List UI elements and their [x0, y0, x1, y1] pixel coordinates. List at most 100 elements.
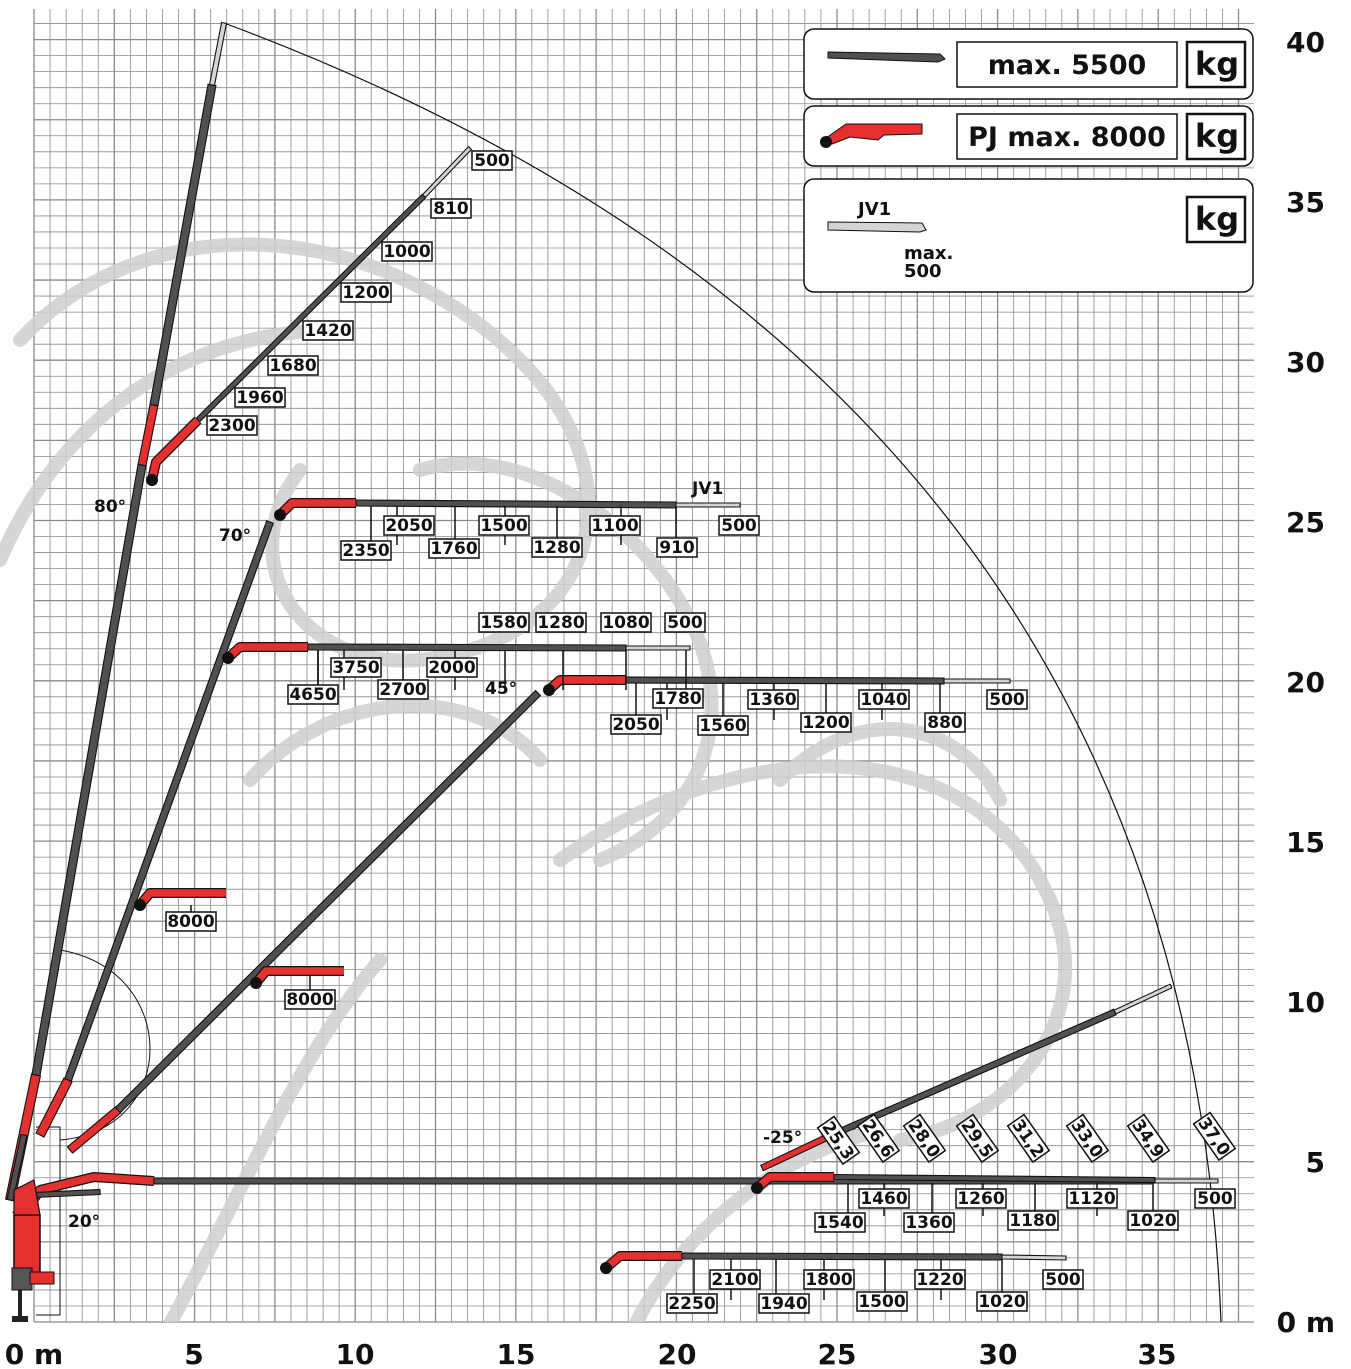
x-tick-label: 25: [818, 1338, 857, 1369]
slew-label-4: 31,2: [1006, 1113, 1051, 1164]
angle-80: 80°: [94, 497, 126, 517]
x-tick-label: 0 m: [5, 1338, 63, 1369]
pj-80-jib: [421, 145, 473, 199]
x-tick-label: 30: [979, 1338, 1018, 1369]
pj-70-gray: [355, 499, 677, 509]
angle-45: 45°: [485, 679, 517, 699]
cap-45b-0: 2050: [612, 715, 659, 735]
pj-45b-jib: [943, 678, 1011, 684]
cap-0-0: 2250: [668, 1294, 715, 1314]
slew-label-6: 34,9: [1126, 1113, 1171, 1164]
pj-80: [148, 417, 201, 481]
cap-70-5-box: [589, 515, 641, 536]
cap-45a-top-1: 1280: [537, 613, 584, 633]
cap-70-0-box: [340, 540, 392, 561]
pj-70-short: [137, 889, 226, 908]
cap-70-3-box: [478, 515, 530, 536]
cap-45a-bot-3: 2000: [428, 658, 475, 678]
cap-0-4-box: [856, 1291, 908, 1312]
boom-20-jib: [1151, 1178, 1219, 1184]
main-boom-icon: [827, 51, 946, 63]
cap-0-5-box: [914, 1269, 966, 1290]
cap-80-0-box: [471, 150, 513, 171]
pj-20-gray: [833, 1173, 1156, 1184]
cap-20-3-box: [955, 1188, 1007, 1209]
cap-70-7-box: [718, 515, 760, 536]
capacity-labels: 500 810 1000 1200 1420 1680 1960 2300 2350 2050 17…: [165, 150, 1236, 1314]
cap-0-3: 1800: [805, 1270, 852, 1290]
pj-80-hinge: [146, 474, 158, 486]
legend: max. 5500 kg PJ max. 8000 kg JV1 max. 50…: [803, 28, 1254, 293]
cap-45a-bot-1: 3750: [332, 658, 379, 678]
legend-jib-unit: kg: [1195, 200, 1239, 238]
cap-70-2-box: [428, 538, 480, 559]
slew-jib: [1113, 983, 1173, 1015]
cap-80-5-box: [267, 355, 319, 376]
cap-45a-bot-0: 4650: [289, 685, 336, 705]
cap-45b-2-box: [697, 715, 749, 736]
legend-pj-label: PJ max. 8000: [968, 122, 1166, 153]
y-tick-label: 10: [1286, 986, 1325, 1019]
pj-0: [603, 1252, 682, 1271]
pj-45-short: [253, 967, 344, 986]
cap-45b-3-box: [747, 689, 799, 710]
angle-70: 70°: [219, 526, 251, 546]
cap-45a-bot-1-box: [330, 657, 382, 678]
cap-45a-top-0-box: [478, 612, 530, 633]
x-tick-label: 20: [658, 1338, 697, 1369]
boom-70-red: [35, 1077, 73, 1138]
cap-0-7: 500: [1045, 1270, 1081, 1290]
cap-80-6: 1960: [236, 388, 283, 408]
cap-20-4-box: [1007, 1210, 1059, 1231]
reach-envelope: [223, 22, 1222, 1323]
legend-jib-max-value: 500: [904, 261, 942, 282]
cap-70-7: 500: [721, 516, 757, 536]
cap-short-70: 8000: [167, 912, 214, 932]
cap-70-2: 1760: [430, 539, 477, 559]
x-tick-label: 10: [336, 1338, 375, 1369]
cap-45b-6-box: [924, 712, 966, 733]
x-tick-label: 35: [1138, 1338, 1177, 1369]
legend-jib-name: JV1: [856, 199, 891, 220]
legend-jib-max: max.: [904, 243, 953, 264]
cap-20-0: 1540: [816, 1213, 863, 1233]
cap-short-45-box: [284, 989, 336, 1010]
cap-70-0: 2350: [342, 541, 389, 561]
cap-45b-4-box: [800, 712, 852, 733]
slew-label-5: 33,0: [1065, 1113, 1110, 1164]
legend-pj-unit: kg: [1195, 117, 1239, 155]
cap-0-1: 2100: [711, 1270, 758, 1290]
y-axis: 0 m 5 10 15 20 25 30 35 40: [1277, 26, 1335, 1339]
boom-80-gray: [31, 463, 147, 1077]
boom-80-ext: [149, 83, 217, 407]
cap-45b-0-box: [610, 714, 662, 735]
cap-80-1: 810: [433, 199, 469, 219]
cap-70-6-box: [656, 537, 698, 558]
cap-20-2: 1360: [905, 1213, 952, 1233]
cap-20-7: 500: [1197, 1189, 1233, 1209]
cap-80-1-box: [430, 198, 472, 219]
cap-0-5: 1220: [916, 1270, 963, 1290]
cap-80-4: 1420: [304, 321, 351, 341]
pj-70-hinge: [274, 509, 286, 521]
jib-icon: [827, 221, 927, 233]
y-tick-label: 30: [1286, 346, 1325, 379]
cap-0-7-box: [1042, 1269, 1084, 1290]
x-axis: 0 m 5 10 15 20 25 30 35: [5, 1338, 1177, 1369]
angle-minus25: -25°: [763, 1128, 802, 1148]
cap-45a-top-2: 1080: [602, 613, 649, 633]
pj-45a-jib: [625, 645, 691, 651]
cap-0-6-box: [976, 1291, 1028, 1312]
boom-45-gray: [114, 689, 542, 1114]
cap-45b-5-box: [858, 689, 910, 710]
cap-0-4: 1500: [858, 1292, 905, 1312]
cap-20-7-box: [1194, 1188, 1236, 1209]
cap-45a-top-1-box: [535, 612, 587, 633]
cap-70-3: 1500: [480, 516, 527, 536]
jib-name-label: JV1: [691, 479, 723, 499]
cap-20-1: 1460: [860, 1189, 907, 1209]
cap-80-2-box: [381, 241, 433, 262]
cap-80-6-box: [234, 387, 286, 408]
y-tick-label: 40: [1286, 26, 1325, 59]
